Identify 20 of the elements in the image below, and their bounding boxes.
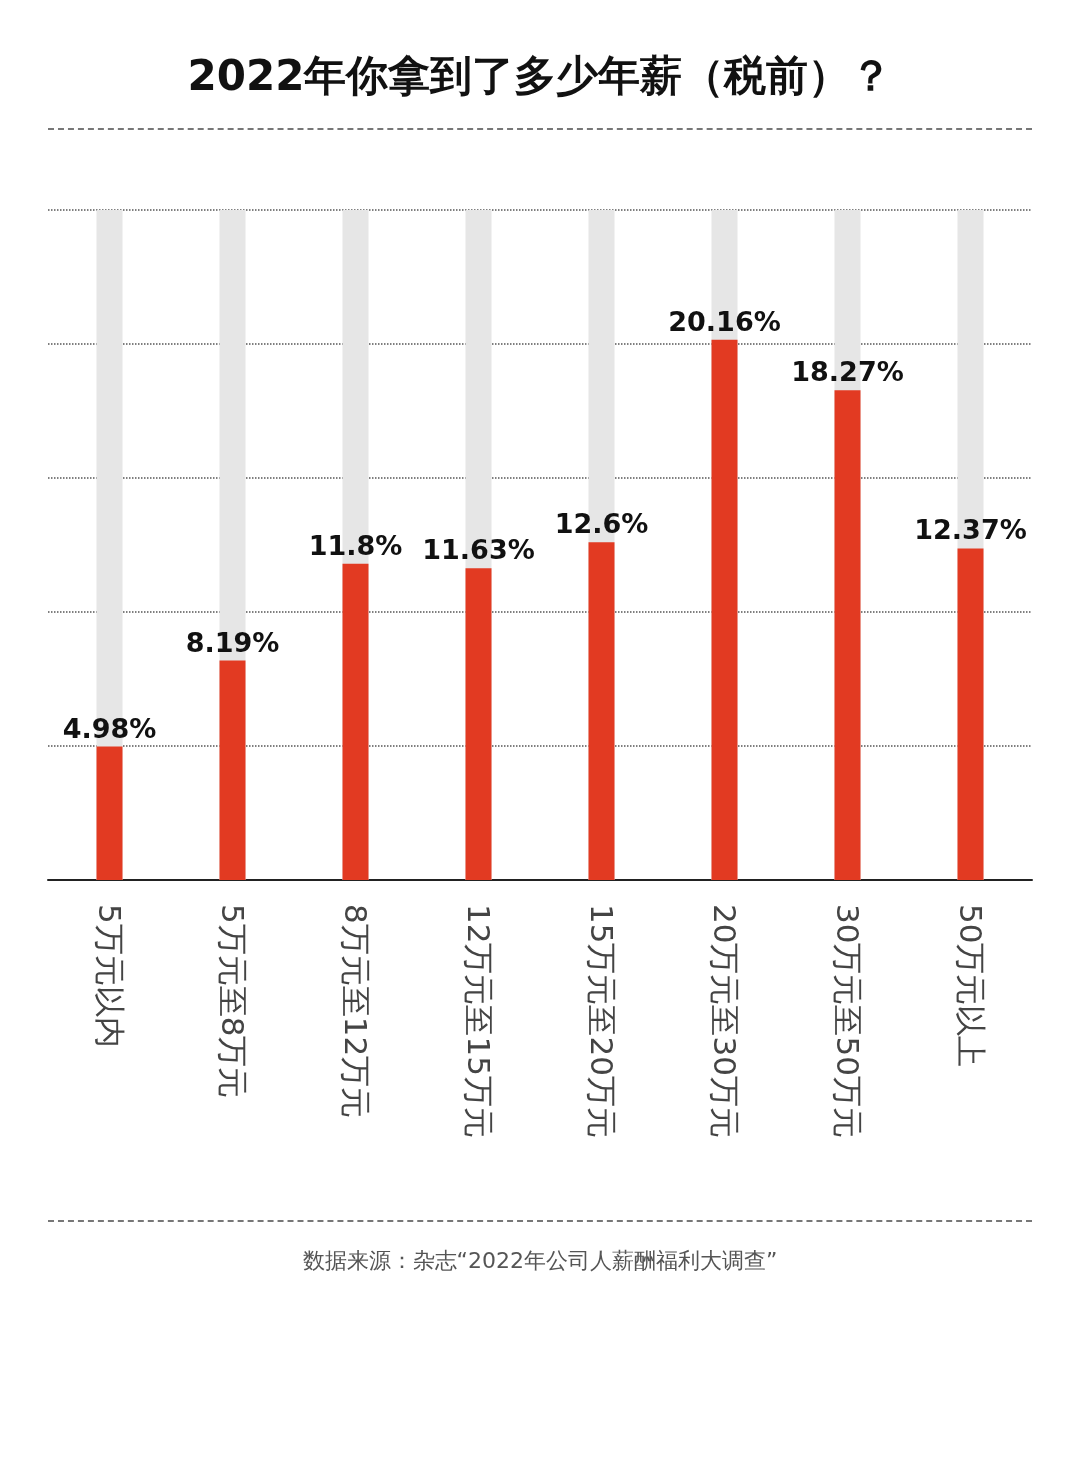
data-label: 18.27% xyxy=(791,356,904,388)
x-tick-label: 8万元至12万元 xyxy=(337,904,374,1119)
data-label: 8.19% xyxy=(185,626,280,658)
chart-title: 2022年你拿到了多少年薪（税前）？ xyxy=(186,50,894,102)
x-tick-label: 20万元至30万元 xyxy=(706,904,743,1138)
x-tick-label: 12万元至15万元 xyxy=(460,904,497,1138)
bar xyxy=(96,746,123,880)
data-label: 11.63% xyxy=(422,534,535,566)
x-tick-label: 5万元以内 xyxy=(91,904,128,1048)
data-label: 20.16% xyxy=(668,305,781,337)
data-label: 12.37% xyxy=(914,514,1027,546)
data-label: 4.98% xyxy=(62,712,157,744)
x-tick-label: 5万元至8万元 xyxy=(214,904,251,1099)
data-label: 12.6% xyxy=(554,508,649,540)
data-label: 11.8% xyxy=(308,529,403,561)
x-tick-label: 15万元至20万元 xyxy=(583,904,620,1138)
x-tick-label: 30万元至50万元 xyxy=(829,904,866,1138)
bar xyxy=(219,660,246,880)
source-note: 数据来源：杂志“2022年公司人薪酬福利大调查” xyxy=(301,1247,779,1275)
x-tick-label: 50万元以上 xyxy=(952,904,989,1068)
